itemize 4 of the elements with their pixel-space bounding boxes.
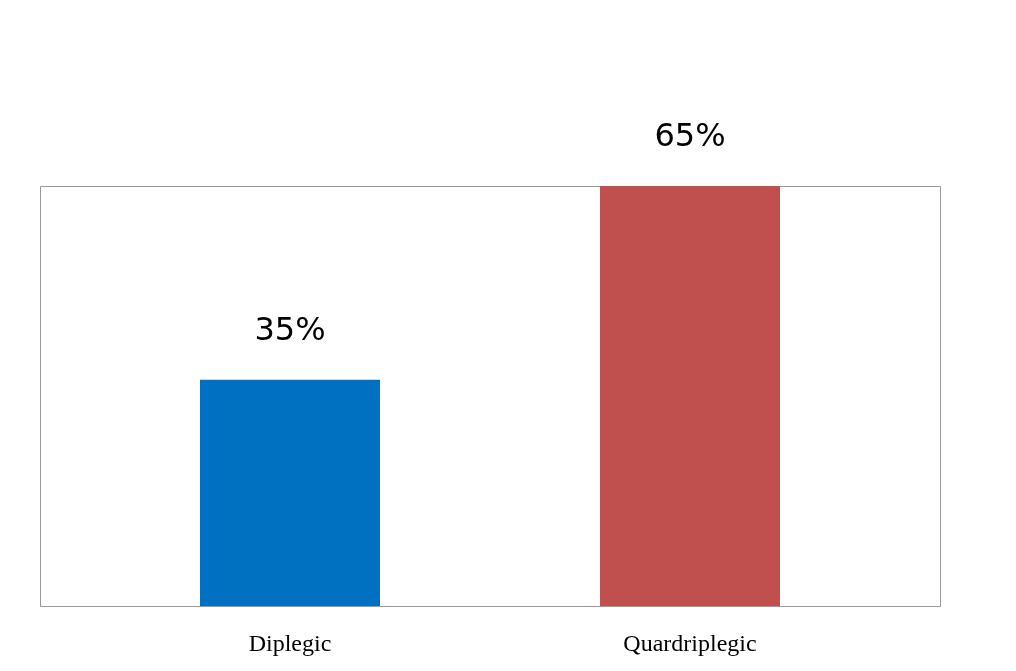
x-tick-label: Diplegic [248,629,332,656]
data-label: 65% [654,116,726,154]
x-tick-label: Quardriplegic [623,629,757,656]
data-label: 35% [254,309,326,348]
